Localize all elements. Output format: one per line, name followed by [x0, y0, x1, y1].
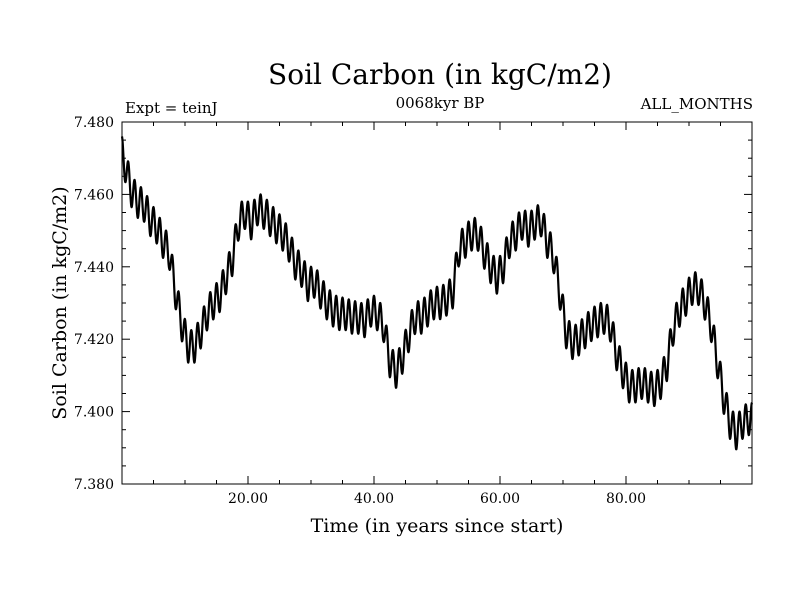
y-tick-label: 7.440 [74, 260, 114, 276]
series-layer [120, 136, 753, 451]
experiment-label: Expt = teinJ [125, 99, 218, 117]
series-line-0 [120, 136, 753, 451]
x-axis-label: Time (in years since start) [311, 515, 564, 537]
chart-title: Soil Carbon (in kgC/m2) [268, 58, 612, 91]
x-tick-label: 60.00 [480, 491, 520, 507]
y-tick-label: 7.380 [74, 477, 114, 493]
x-tick-label: 20.00 [228, 491, 268, 507]
x-tick-label: 40.00 [354, 491, 394, 507]
months-label: ALL_MONTHS [640, 95, 753, 113]
y-tick-label: 7.480 [74, 115, 114, 131]
x-tick-label: 80.00 [606, 491, 646, 507]
y-tick-label: 7.420 [74, 332, 114, 348]
y-tick-label: 7.460 [74, 187, 114, 203]
period-label: 0068kyr BP [396, 94, 485, 112]
ticks: 7.380 7.400 7.420 7.440 7.460 7.480 20.00 40.00… [74, 115, 752, 507]
y-tick-label: 7.400 [74, 405, 114, 421]
y-axis-label: Soil Carbon (in kgC/m2) [49, 186, 71, 419]
plot-frame [121, 121, 753, 485]
